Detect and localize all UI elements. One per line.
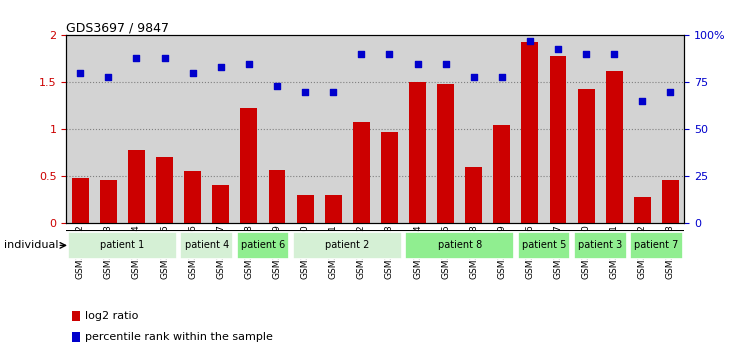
- Text: patient 8: patient 8: [437, 240, 482, 250]
- Bar: [269, 170, 286, 223]
- Point: [74, 70, 86, 76]
- Bar: [550, 56, 567, 223]
- Point: [215, 64, 227, 70]
- Bar: [325, 195, 342, 223]
- Text: patient 1: patient 1: [100, 240, 144, 250]
- Point: [637, 98, 648, 104]
- Point: [102, 74, 114, 80]
- Text: individual: individual: [4, 240, 58, 250]
- Bar: [409, 82, 426, 223]
- Point: [355, 51, 367, 57]
- Bar: [630, 232, 683, 259]
- Point: [243, 61, 255, 67]
- Bar: [381, 132, 398, 223]
- Point: [665, 89, 676, 95]
- Point: [552, 46, 564, 51]
- Text: patient 4: patient 4: [185, 240, 229, 250]
- Point: [300, 89, 311, 95]
- Bar: [156, 157, 173, 223]
- Point: [468, 74, 480, 80]
- Text: patient 6: patient 6: [241, 240, 285, 250]
- Point: [271, 83, 283, 89]
- Bar: [100, 180, 117, 223]
- Bar: [297, 195, 314, 223]
- Point: [130, 55, 142, 61]
- Point: [496, 74, 508, 80]
- Bar: [662, 180, 679, 223]
- Point: [439, 61, 451, 67]
- Bar: [493, 125, 510, 223]
- Text: percentile rank within the sample: percentile rank within the sample: [85, 332, 272, 342]
- Bar: [184, 171, 201, 223]
- Point: [187, 70, 199, 76]
- Point: [159, 55, 171, 61]
- Bar: [72, 311, 80, 321]
- Text: GDS3697 / 9847: GDS3697 / 9847: [66, 21, 169, 34]
- Bar: [241, 108, 258, 223]
- Point: [383, 51, 395, 57]
- Bar: [517, 232, 570, 259]
- Bar: [180, 232, 233, 259]
- Point: [580, 51, 592, 57]
- Bar: [634, 197, 651, 223]
- Bar: [236, 232, 289, 259]
- Bar: [522, 42, 538, 223]
- Bar: [68, 232, 177, 259]
- Text: patient 7: patient 7: [634, 240, 679, 250]
- Bar: [437, 84, 454, 223]
- Bar: [72, 178, 89, 223]
- Bar: [606, 71, 623, 223]
- Point: [328, 89, 339, 95]
- Point: [524, 38, 536, 44]
- Text: log2 ratio: log2 ratio: [85, 311, 138, 321]
- Bar: [128, 150, 145, 223]
- Bar: [213, 185, 229, 223]
- Text: patient 5: patient 5: [522, 240, 566, 250]
- Bar: [353, 122, 369, 223]
- Bar: [72, 332, 80, 342]
- Text: patient 2: patient 2: [325, 240, 369, 250]
- Bar: [574, 232, 626, 259]
- Bar: [578, 89, 595, 223]
- Point: [411, 61, 423, 67]
- Bar: [405, 232, 514, 259]
- Point: [609, 51, 620, 57]
- Bar: [293, 232, 402, 259]
- Bar: [465, 167, 482, 223]
- Text: patient 3: patient 3: [578, 240, 623, 250]
